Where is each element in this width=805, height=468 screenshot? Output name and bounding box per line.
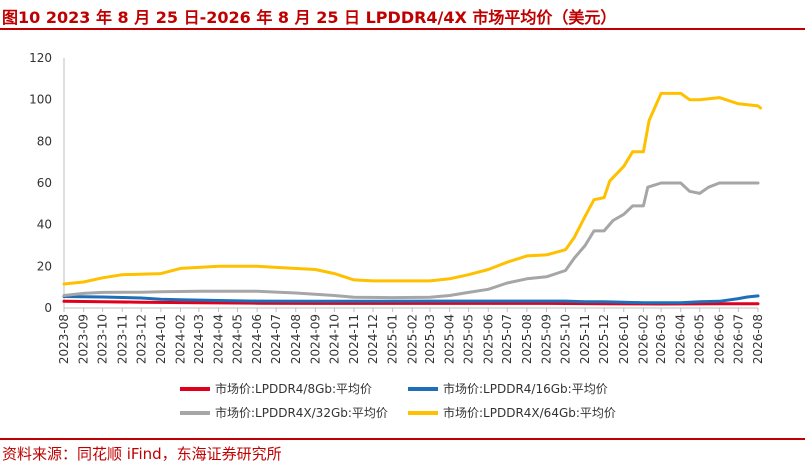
x-tick-label: 2026-03 <box>654 314 668 364</box>
y-tick-label: 60 <box>37 176 52 190</box>
x-tick-label: 2025-03 <box>423 314 437 364</box>
series-line-2 <box>62 294 760 305</box>
legend-label-2: 市场价:LPDDR4/16Gb:平均价 <box>443 381 608 396</box>
x-tick-label: 2025-11 <box>578 314 592 364</box>
x-tick-label: 2026-02 <box>636 314 650 364</box>
x-tick-label: 2026-08 <box>751 314 765 364</box>
x-tick-label: 2025-02 <box>405 314 419 364</box>
x-tick-label: 2025-12 <box>597 314 611 364</box>
x-tick-label: 2023-09 <box>77 314 91 364</box>
x-tick-label: 2024-01 <box>154 314 168 364</box>
series-line-4 <box>62 91 762 286</box>
source-note: 资料来源：同花顺 iFind，东海证券研究所 <box>2 445 282 463</box>
x-tick-label: 2025-01 <box>386 314 400 364</box>
x-tick-label: 2025-05 <box>462 314 476 364</box>
y-tick-label: 120 <box>29 51 52 65</box>
legend-label-3: 市场价:LPDDR4X/32Gb:平均价 <box>215 405 388 420</box>
x-tick-label: 2025-08 <box>520 314 534 364</box>
y-tick-label: 100 <box>29 93 52 107</box>
x-tick-label: 2024-11 <box>347 314 361 364</box>
x-tick-label: 2026-07 <box>731 314 745 364</box>
x-tick-label: 2025-09 <box>540 314 554 364</box>
x-tick-label: 2023-12 <box>134 314 148 364</box>
x-tick-label: 2024-10 <box>327 314 341 364</box>
y-tick-label: 20 <box>37 259 52 273</box>
legend-label-1: 市场价:LPDDR4/8Gb:平均价 <box>215 381 372 396</box>
y-tick-label: 40 <box>37 218 52 232</box>
x-tick-label: 2024-03 <box>192 314 206 364</box>
chart-axes: 0 20 40 60 80 100 120 2023-08 2023-09 2023-10 2023… <box>29 51 765 364</box>
x-tick-label: 2025-10 <box>559 314 573 364</box>
chart-legend: 市场价:LPDDR4/8Gb:平均价 市场价:LPDDR4/16Gb:平均价市场价… <box>180 381 616 420</box>
series-line-3 <box>62 181 760 300</box>
x-tick-label: 2024-08 <box>289 314 303 364</box>
y-tick-label: 80 <box>37 134 52 148</box>
legend-label-4: 市场价:LPDDR4X/64Gb:平均价 <box>443 405 616 420</box>
x-tick-label: 2025-06 <box>481 314 495 364</box>
x-tick-label: 2026-01 <box>617 314 631 364</box>
x-tick-label: 2026-05 <box>693 314 707 364</box>
x-tick-label: 2023-10 <box>96 314 110 364</box>
source-divider <box>0 438 805 440</box>
chart-series <box>62 91 762 306</box>
x-tick-label: 2024-12 <box>366 314 380 364</box>
x-tick-label: 2024-07 <box>269 314 283 364</box>
x-tick-label: 2026-06 <box>712 314 726 364</box>
x-tick-label: 2024-04 <box>212 314 226 364</box>
x-tick-label: 2024-02 <box>174 314 188 364</box>
x-tick-label: 2024-06 <box>250 314 264 364</box>
x-tick-label: 2025-07 <box>500 314 514 364</box>
x-tick-label: 2025-04 <box>443 314 457 364</box>
x-tick-label: 2023-08 <box>57 314 71 364</box>
x-tick-label: 2024-09 <box>308 314 322 364</box>
x-tick-label: 2023-11 <box>115 314 129 364</box>
title-divider <box>0 28 805 30</box>
x-tick-label: 2024-05 <box>231 314 245 364</box>
figure-title: 图10 2023 年 8 月 25 日-2026 年 8 月 25 日 LPDD… <box>2 8 617 27</box>
y-tick-label: 0 <box>44 301 52 315</box>
x-tick-label: 2026-04 <box>674 314 688 364</box>
